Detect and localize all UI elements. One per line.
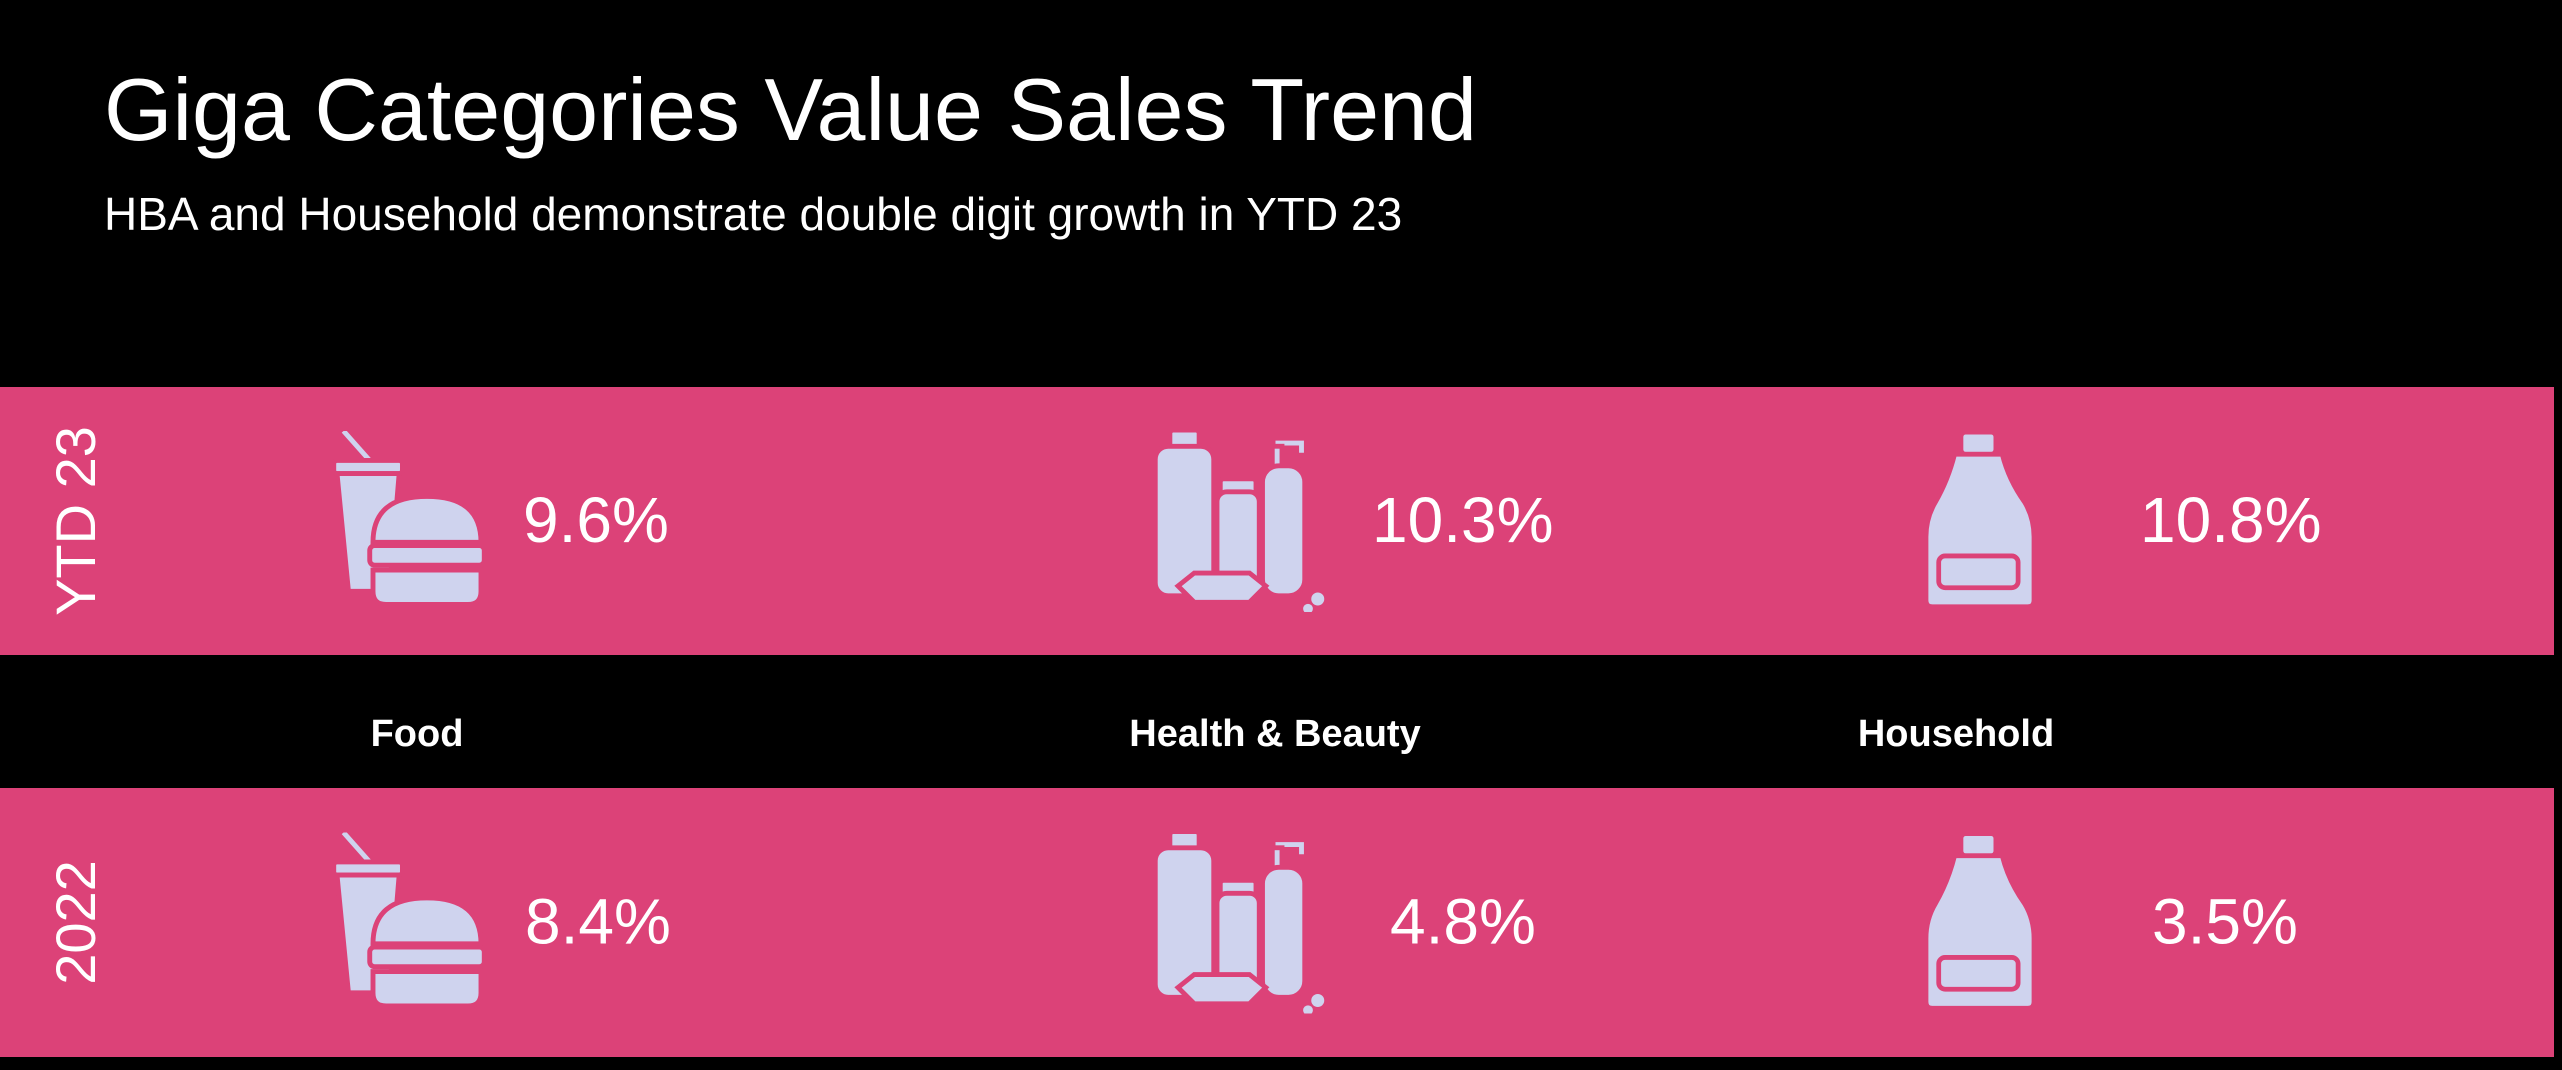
category-label: Health & Beauty (1129, 713, 1420, 755)
subtitle: HBA and Household demonstrate double dig… (104, 188, 1402, 240)
row-label: YTD 23 (44, 426, 107, 616)
category-label: Household (1858, 713, 2054, 755)
growth-value: 10.3% (1372, 484, 1553, 556)
content: YTD 23 9.6% 10.3% 10.8% 2022 8.4% 4.8% 3.5% Food… (0, 387, 2554, 1057)
row-label: 2022 (44, 860, 107, 985)
title: Giga Categories Value Sales Trend (104, 60, 1477, 159)
category-label: Food (371, 713, 464, 755)
growth-value: 3.5% (2152, 885, 2298, 957)
growth-value: 9.6% (523, 484, 669, 556)
growth-value: 10.8% (2140, 484, 2321, 556)
growth-value: 4.8% (1390, 885, 1536, 957)
growth-value: 8.4% (525, 885, 671, 957)
